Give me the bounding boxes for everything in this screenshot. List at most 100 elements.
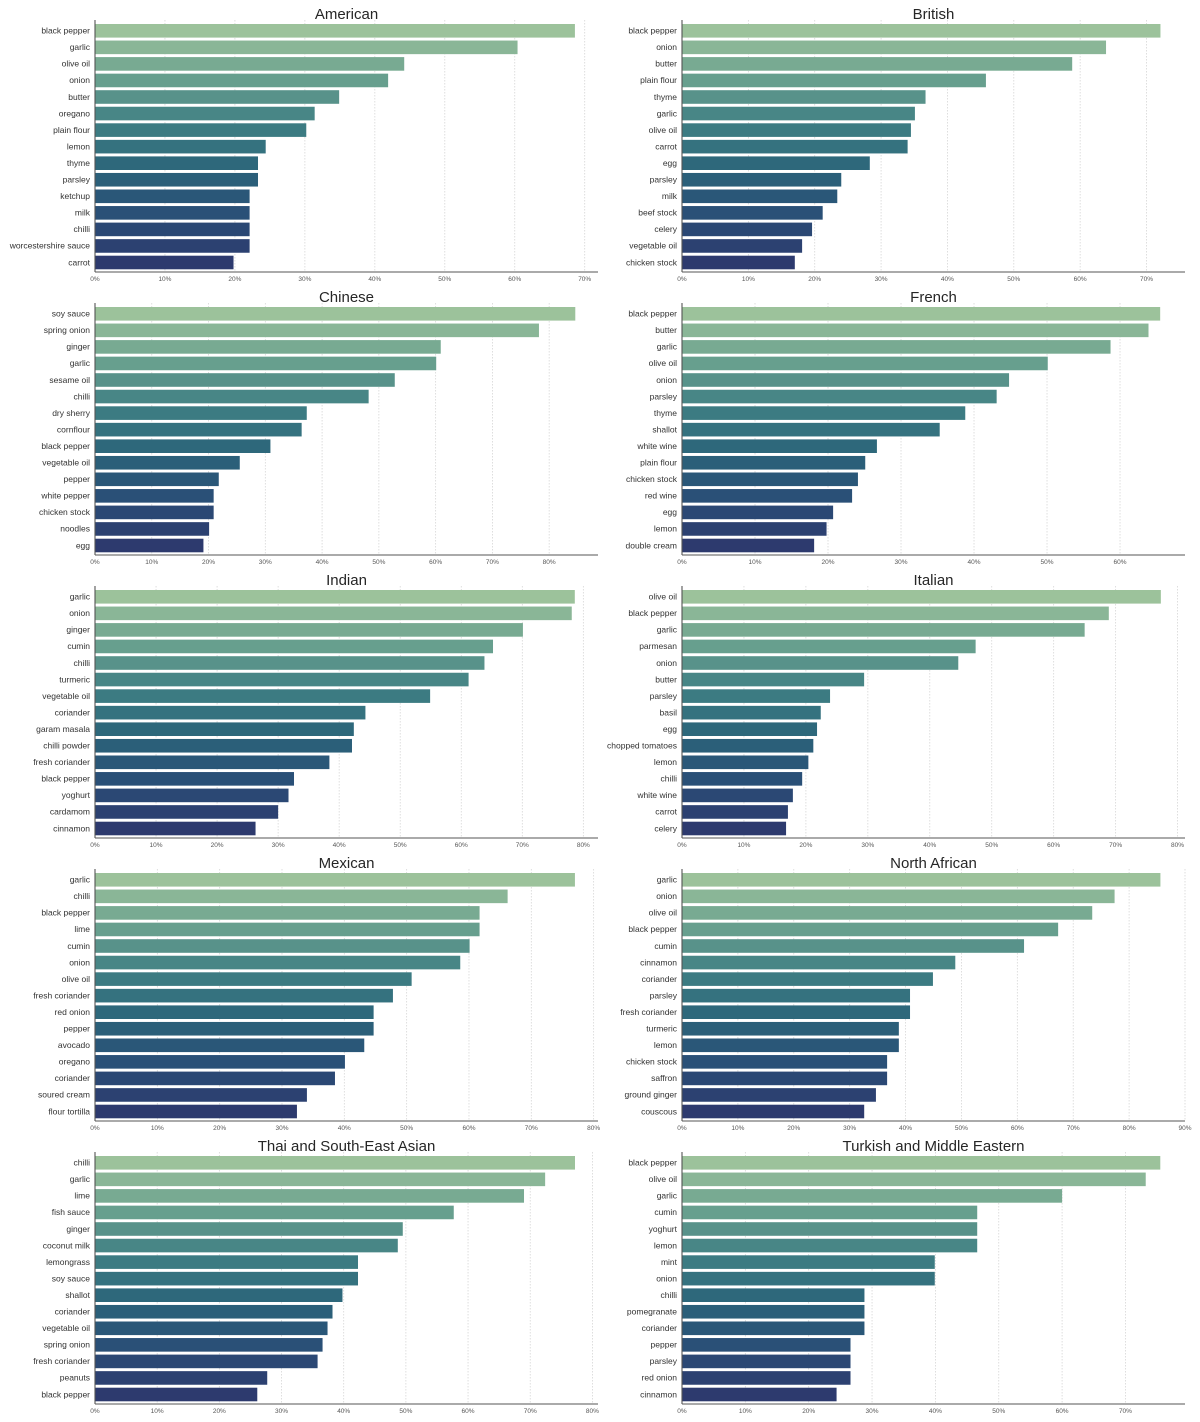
- bar: [682, 939, 1025, 953]
- x-tick-label: 10%: [158, 276, 171, 283]
- x-tick-label: 0%: [90, 1408, 100, 1415]
- category-label: basil: [660, 707, 678, 717]
- chart-panel-thai-and-south-east-asian: Thai and South-East Asian chilli garlic lim…: [33, 1138, 599, 1415]
- bar: [682, 672, 865, 687]
- category-label: butter: [655, 59, 677, 69]
- bar: [682, 1021, 899, 1036]
- category-label: plain flour: [640, 75, 677, 85]
- category-label: coconut milk: [43, 1240, 91, 1250]
- bar: [95, 1088, 307, 1102]
- bar: [682, 1288, 865, 1302]
- x-tick-label: 30%: [298, 276, 311, 283]
- bar: [682, 873, 1161, 887]
- chart-panel-north-african: North African garlic onion olive oil black p…: [620, 855, 1191, 1132]
- chart-panel-french: French black pepper butter garlic olive oil o…: [625, 289, 1185, 566]
- bar: [682, 422, 940, 437]
- bar: [682, 505, 834, 520]
- bar: [682, 73, 986, 88]
- bar: [682, 1354, 851, 1369]
- category-label: ginger: [66, 625, 90, 635]
- bar: [682, 373, 1010, 387]
- category-label: lemon: [654, 524, 677, 534]
- x-tick-label: 20%: [799, 842, 812, 849]
- category-label: olive oil: [649, 358, 677, 368]
- category-label: red wine: [645, 491, 677, 501]
- bar: [95, 738, 352, 753]
- bar: [682, 472, 858, 487]
- category-label: chilli: [73, 891, 90, 901]
- bar: [682, 955, 956, 970]
- bar: [95, 623, 523, 637]
- bar: [682, 389, 997, 404]
- bar: [682, 356, 1048, 371]
- x-tick-label: 40%: [923, 842, 936, 849]
- x-tick-label: 40%: [333, 842, 346, 849]
- category-label: cornflour: [57, 424, 90, 434]
- chart-title: Chinese: [319, 289, 374, 306]
- bar: [682, 156, 870, 170]
- x-tick-label: 90%: [1178, 1125, 1191, 1132]
- category-label: coriander: [55, 1073, 91, 1083]
- x-tick-label: 20%: [822, 559, 835, 566]
- bar: [95, 922, 480, 937]
- category-label: chilli powder: [43, 741, 90, 751]
- bar: [95, 689, 431, 703]
- category-label: sesame oil: [49, 375, 90, 385]
- bar: [95, 1338, 323, 1352]
- bar: [682, 24, 1161, 38]
- x-tick-label: 10%: [150, 842, 163, 849]
- bar: [95, 455, 240, 470]
- category-label: black pepper: [41, 774, 90, 784]
- x-tick-label: 70%: [578, 276, 591, 283]
- category-label: spring onion: [44, 1340, 91, 1350]
- bar: [95, 1321, 328, 1336]
- x-tick-label: 10%: [151, 1125, 164, 1132]
- bar: [95, 189, 250, 204]
- category-label: oregano: [59, 108, 90, 118]
- bar: [95, 356, 437, 371]
- bar: [682, 1172, 1146, 1187]
- bar: [682, 1071, 888, 1086]
- category-label: fresh coriander: [33, 757, 90, 767]
- chart-panel-british: British black pepper onion butter plain flou…: [626, 6, 1185, 283]
- bar: [682, 1371, 851, 1385]
- x-tick-label: 10%: [739, 1408, 752, 1415]
- bar: [682, 139, 908, 154]
- bar: [682, 590, 1161, 604]
- x-tick-label: 80%: [577, 842, 590, 849]
- category-label: onion: [69, 75, 90, 85]
- x-tick-label: 20%: [802, 1408, 815, 1415]
- bar: [682, 538, 815, 553]
- x-tick-label: 80%: [543, 559, 556, 566]
- category-label: butter: [68, 92, 90, 102]
- category-label: ground ginger: [625, 1090, 678, 1100]
- bar: [95, 505, 214, 520]
- category-label: ginger: [66, 342, 90, 352]
- bar: [682, 489, 853, 503]
- category-label: garlic: [657, 1191, 678, 1201]
- bar: [682, 189, 838, 204]
- x-tick-label: 40%: [338, 1125, 351, 1132]
- bar: [682, 1205, 978, 1220]
- category-label: chicken stock: [626, 474, 678, 484]
- category-label: shallot: [652, 424, 677, 434]
- bar: [95, 255, 234, 270]
- bar: [95, 656, 485, 670]
- bar: [95, 1222, 403, 1236]
- category-label: milk: [662, 191, 678, 201]
- x-tick-label: 30%: [861, 842, 874, 849]
- category-label: onion: [656, 375, 677, 385]
- bar: [95, 1205, 454, 1220]
- category-label: onion: [69, 957, 90, 967]
- bar: [682, 40, 1107, 55]
- bar: [682, 821, 787, 836]
- category-label: thyme: [654, 408, 677, 418]
- bar: [682, 656, 959, 670]
- category-label: cumin: [67, 641, 90, 651]
- bar: [95, 156, 259, 170]
- bar: [95, 1172, 546, 1187]
- x-tick-label: 30%: [275, 1408, 288, 1415]
- category-label: black pepper: [628, 924, 677, 934]
- x-tick-label: 70%: [486, 559, 499, 566]
- category-label: olive oil: [649, 125, 677, 135]
